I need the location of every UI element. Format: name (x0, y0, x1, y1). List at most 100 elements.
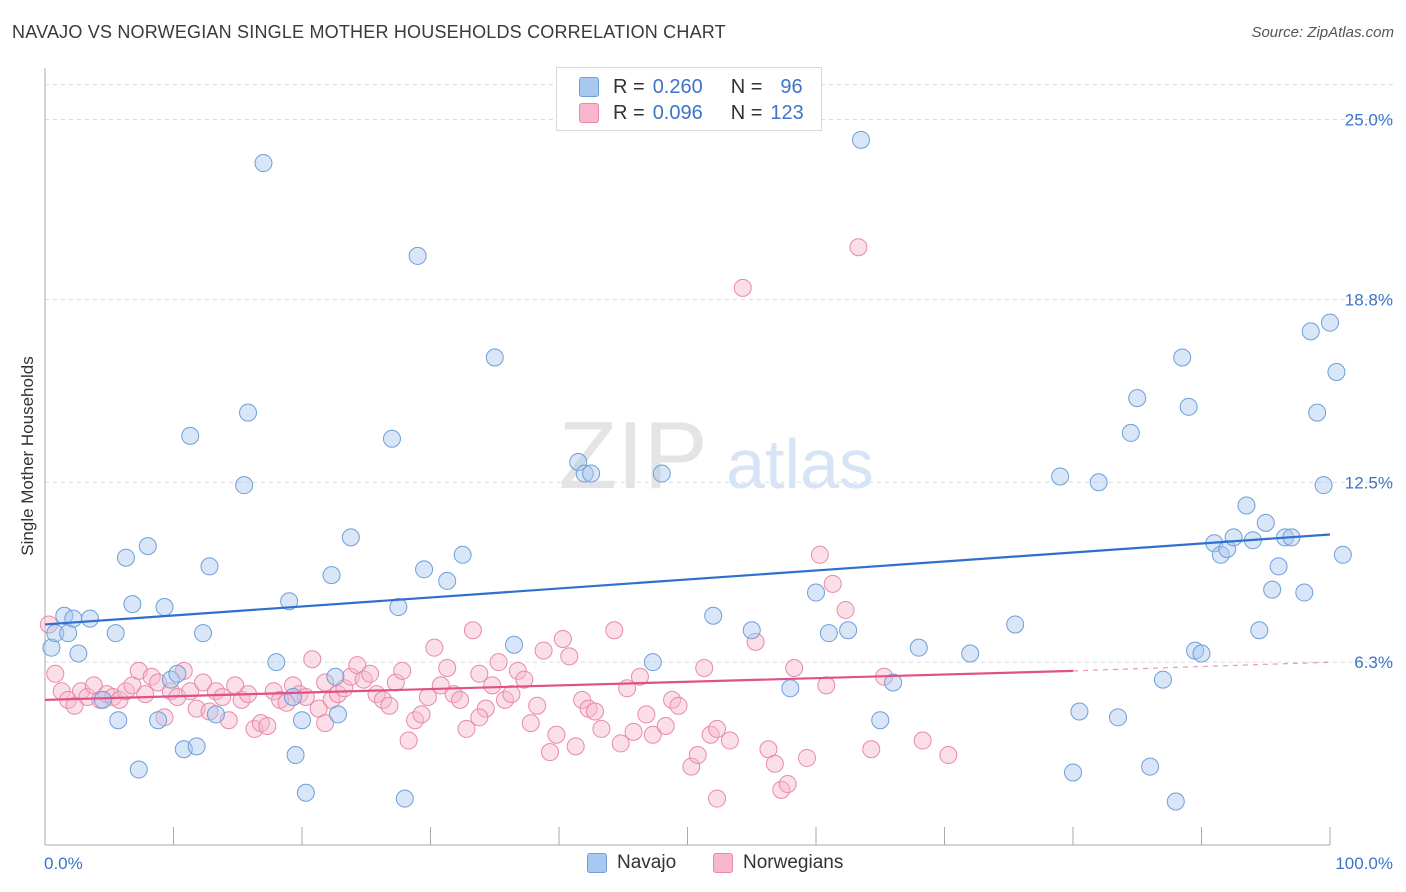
legend-item-norwegians[interactable]: Norwegians (713, 852, 843, 874)
watermark: ZIP atlas (558, 402, 874, 509)
navajo-point (1224, 528, 1243, 547)
norwegians-point (502, 685, 521, 704)
navajo-point (1321, 313, 1339, 332)
navajo-point (109, 711, 128, 730)
norwegians-point (46, 664, 65, 683)
norwegians-point (778, 775, 797, 794)
y-tick-label: 18.8% (1345, 290, 1393, 309)
navajo-point (106, 624, 125, 643)
navajo-point (1218, 540, 1237, 559)
navajo-point (382, 429, 401, 448)
norwegians-point (213, 688, 232, 707)
norwegians-point (817, 676, 836, 695)
norwegians-point (823, 574, 842, 593)
navajo-point (322, 566, 341, 585)
navajo-point (138, 537, 157, 556)
navajo-point (1070, 702, 1089, 721)
norwegians-point (765, 754, 784, 773)
navajo-point (909, 638, 928, 657)
norwegians-point (592, 719, 611, 738)
navajo-point (1269, 557, 1288, 576)
navajo-point (123, 595, 142, 614)
navajo-point (129, 760, 148, 779)
legend-label-norwegians: Norwegians (743, 852, 844, 873)
norwegians-trend-line (44, 669, 1074, 702)
navajo-point (93, 690, 112, 709)
norwegians-point (489, 653, 508, 672)
norwegians-point (611, 734, 630, 753)
watermark-atlas: atlas (726, 425, 874, 503)
navajo-point (1128, 389, 1147, 408)
navajo-point (807, 583, 825, 602)
norwegians-point (669, 696, 688, 715)
source-note: Source: ZipAtlas.com (1251, 24, 1394, 41)
norwegians-point (470, 664, 489, 683)
navajo-point (155, 598, 174, 617)
norwegians-point (624, 722, 643, 741)
r-value: 0.096 (652, 101, 703, 124)
stats-row-navajo: R = 0.260 N = 96 (579, 75, 803, 99)
navajo-point (1141, 757, 1160, 776)
navajo-point (1250, 621, 1269, 640)
norwegians-point (451, 690, 470, 709)
navajo-point (704, 606, 723, 625)
navajo-point (1153, 670, 1172, 689)
y-tick-label: 12.5% (1345, 473, 1393, 492)
navajo-swatch (579, 77, 599, 97)
navajo-point (569, 452, 588, 471)
navajo-point (69, 644, 88, 663)
norwegians-point (316, 714, 335, 733)
navajo-point (267, 653, 286, 672)
navajo-point (884, 673, 903, 692)
navajo-point (239, 403, 258, 422)
axes (44, 68, 1331, 846)
navajo-point (408, 246, 427, 265)
norwegians-trend-extension (1072, 661, 1331, 672)
navajo-point (80, 609, 99, 628)
chart-title: NAVAJO VS NORWEGIAN SINGLE MOTHER HOUSEH… (12, 22, 726, 42)
navajo-point (1308, 403, 1327, 422)
navajo-point (781, 679, 800, 698)
navajo-point (1064, 763, 1082, 782)
norwegians-point (393, 661, 412, 680)
norwegians-point (547, 725, 566, 744)
navajo-point (1173, 348, 1192, 367)
navajo-point (438, 571, 457, 590)
norwegians-point (553, 629, 572, 648)
norwegians-point (720, 731, 739, 750)
navajo-point (505, 635, 524, 654)
navajo-point (296, 783, 315, 802)
norwegians-point (862, 740, 881, 759)
navajo-point (1166, 792, 1185, 811)
norwegians-point (560, 647, 579, 666)
navajo-point (1301, 322, 1320, 341)
navajo-point (643, 653, 662, 672)
navajo-point (1179, 397, 1198, 416)
navajo-point (280, 592, 299, 611)
norwegians-point (836, 600, 855, 619)
navajo-point (819, 624, 838, 643)
x-tick-label: 100.0% (1335, 854, 1393, 873)
navajo-point (149, 711, 168, 730)
norwegians-point (399, 731, 418, 750)
navajo-point (415, 560, 434, 579)
norwegians-point (541, 743, 560, 762)
legend-item-navajo[interactable]: Navajo (587, 852, 676, 874)
y-tick-label: 6.3% (1354, 653, 1393, 672)
navajo-point (1051, 467, 1070, 486)
legend-label-navajo: Navajo (617, 852, 677, 873)
navajo-point (839, 621, 858, 640)
norwegians-point (534, 641, 553, 660)
x-tick-labels: 0.0% 100.0% (44, 854, 1393, 873)
navajo-point (168, 664, 187, 683)
norwegians-point (798, 748, 817, 767)
n-label: N = (730, 101, 763, 124)
navajo-point (200, 557, 219, 576)
norwegians-point (258, 717, 277, 736)
navajo-point (1121, 423, 1140, 442)
navajo-point (326, 667, 345, 686)
n-value: 96 (780, 75, 803, 98)
navajo-point (1327, 362, 1346, 381)
norwegians-point (708, 719, 727, 738)
navajo-point (575, 464, 594, 483)
